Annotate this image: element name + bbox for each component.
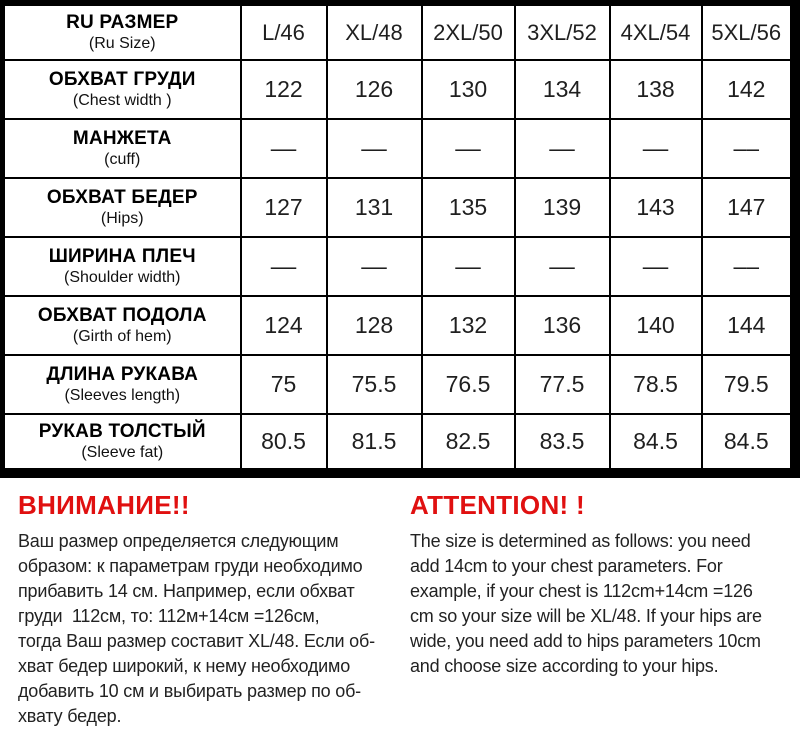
value-cell: 143: [608, 177, 703, 238]
value-cell: ––: [420, 236, 516, 297]
table-row: ШИРИНА ПЛЕЧ (Shoulder width) –– –– –– –– –– ––: [1, 236, 796, 297]
row-label-russian: ШИРИНА ПЛЕЧ: [48, 246, 196, 267]
row-label-english: (Ru Size): [88, 35, 156, 52]
value-cell: 144: [700, 295, 796, 356]
size-header-cell: 5XL/56: [700, 2, 796, 61]
value-cell: 128: [325, 295, 423, 356]
table-row: РУКАВ ТОЛСТЫЙ (Sleeve fat) 80.5 81.5 82.5 83.…: [1, 413, 796, 474]
value-cell: 82.5: [420, 413, 516, 474]
row-label-cell: ШИРИНА ПЛЕЧ (Shoulder width): [1, 236, 242, 297]
value-cell: 134: [513, 59, 611, 120]
row-label-english: (Hips): [100, 210, 144, 227]
value-cell: ––: [325, 236, 423, 297]
table-row: ДЛИНА РУКАВА (Sleeves length) 75 75.5 76.5 77…: [1, 354, 796, 415]
row-label-russian: RU РАЗМЕР: [66, 12, 179, 33]
value-cell: 126: [325, 59, 423, 120]
table-row: ОБХВАТ ПОДОЛА (Girth of hem) 124 128 132 136 1…: [1, 295, 796, 356]
value-cell: 142: [700, 59, 796, 120]
value-cell: 83.5: [513, 413, 611, 474]
value-cell: ––: [239, 118, 328, 179]
value-cell: 130: [420, 59, 516, 120]
value-cell: 124: [239, 295, 328, 356]
table-row: ОБХВАТ БЕДЕР (Hips) 127 131 135 139 143 147: [1, 177, 796, 238]
table-row: МАНЖЕТА (cuff) –– –– –– –– –– ––: [1, 118, 796, 179]
size-header-cell: 2XL/50: [420, 2, 516, 61]
value-cell: 75: [239, 354, 328, 415]
value-cell: 80.5: [239, 413, 328, 474]
row-label-cell: ОБХВАТ ГРУДИ (Chest width ): [1, 59, 242, 120]
notice-body-ru: Ваш размер определяется следующим образо…: [18, 531, 375, 726]
notice-russian: ВНИМАНИЕ!! Ваш размер определяется следу…: [18, 482, 390, 729]
row-label-english: (Chest width ): [72, 92, 172, 109]
row-label-russian: ОБХВАТ ПОДОЛА: [37, 305, 207, 326]
row-label-english: (Sleeve fat): [81, 444, 164, 461]
size-header-cell: 4XL/54: [608, 2, 703, 61]
row-label-russian: ОБХВАТ ГРУДИ: [48, 69, 196, 90]
table-row-header: RU РАЗМЕР (Ru Size) L/46 XL/48 2XL/50 3XL/52 4…: [1, 2, 796, 61]
row-label-cell: РУКАВ ТОЛСТЫЙ (Sleeve fat): [1, 413, 242, 474]
value-cell: ––: [420, 118, 516, 179]
notices-section: ВНИМАНИЕ!! Ваш размер определяется следу…: [0, 478, 800, 729]
row-label-cell: RU РАЗМЕР (Ru Size): [1, 2, 242, 61]
value-cell: ––: [325, 118, 423, 179]
value-cell: 138: [608, 59, 703, 120]
row-label-cell: ОБХВАТ ПОДОЛА (Girth of hem): [1, 295, 242, 356]
value-cell: 147: [700, 177, 796, 238]
value-cell: 75.5: [325, 354, 423, 415]
notice-title-ru: ВНИМАНИЕ!!: [18, 490, 190, 520]
size-header-cell: 3XL/52: [513, 2, 611, 61]
value-cell: 84.5: [700, 413, 796, 474]
value-cell: ––: [608, 236, 703, 297]
row-label-cell: МАНЖЕТА (cuff): [1, 118, 242, 179]
notice-title-en: ATTENTION! !: [410, 490, 585, 520]
notice-body-en: The size is determined as follows: you n…: [410, 531, 762, 676]
value-cell: 135: [420, 177, 516, 238]
row-label-english: (cuff): [104, 151, 141, 168]
table-row: ОБХВАТ ГРУДИ (Chest width ) 122 126 130 134 13…: [1, 59, 796, 120]
size-header-cell: XL/48: [325, 2, 423, 61]
value-cell: 132: [420, 295, 516, 356]
value-cell: ––: [513, 118, 611, 179]
notice-english: ATTENTION! ! The size is determined as f…: [410, 482, 790, 729]
value-cell: ––: [239, 236, 328, 297]
row-label-russian: РУКАВ ТОЛСТЫЙ: [38, 421, 206, 442]
row-label-english: (Shoulder width): [64, 269, 181, 286]
value-cell: 127: [239, 177, 328, 238]
value-cell: 140: [608, 295, 703, 356]
value-cell: 139: [513, 177, 611, 238]
size-header-cell: L/46: [239, 2, 328, 61]
value-cell: 76.5: [420, 354, 516, 415]
value-cell: 77.5: [513, 354, 611, 415]
size-table-body: RU РАЗМЕР (Ru Size) L/46 XL/48 2XL/50 3XL/52 4…: [1, 2, 796, 474]
value-cell: 84.5: [608, 413, 703, 474]
row-label-english: (Sleeves length): [64, 387, 181, 404]
row-label-russian: ДЛИНА РУКАВА: [46, 364, 199, 385]
row-label-russian: ОБХВАТ БЕДЕР: [46, 187, 198, 208]
value-cell: 131: [325, 177, 423, 238]
value-cell: 81.5: [325, 413, 423, 474]
value-cell: 136: [513, 295, 611, 356]
value-cell: ––: [513, 236, 611, 297]
value-cell: ––: [700, 236, 796, 297]
row-label-cell: ДЛИНА РУКАВА (Sleeves length): [1, 354, 242, 415]
size-chart-table: RU РАЗМЕР (Ru Size) L/46 XL/48 2XL/50 3XL/52 4…: [0, 0, 800, 478]
value-cell: ––: [700, 118, 796, 179]
row-label-russian: МАНЖЕТА: [72, 128, 172, 149]
row-label-english: (Girth of hem): [72, 328, 172, 345]
value-cell: 79.5: [700, 354, 796, 415]
value-cell: 78.5: [608, 354, 703, 415]
value-cell: 122: [239, 59, 328, 120]
value-cell: ––: [608, 118, 703, 179]
row-label-cell: ОБХВАТ БЕДЕР (Hips): [1, 177, 242, 238]
